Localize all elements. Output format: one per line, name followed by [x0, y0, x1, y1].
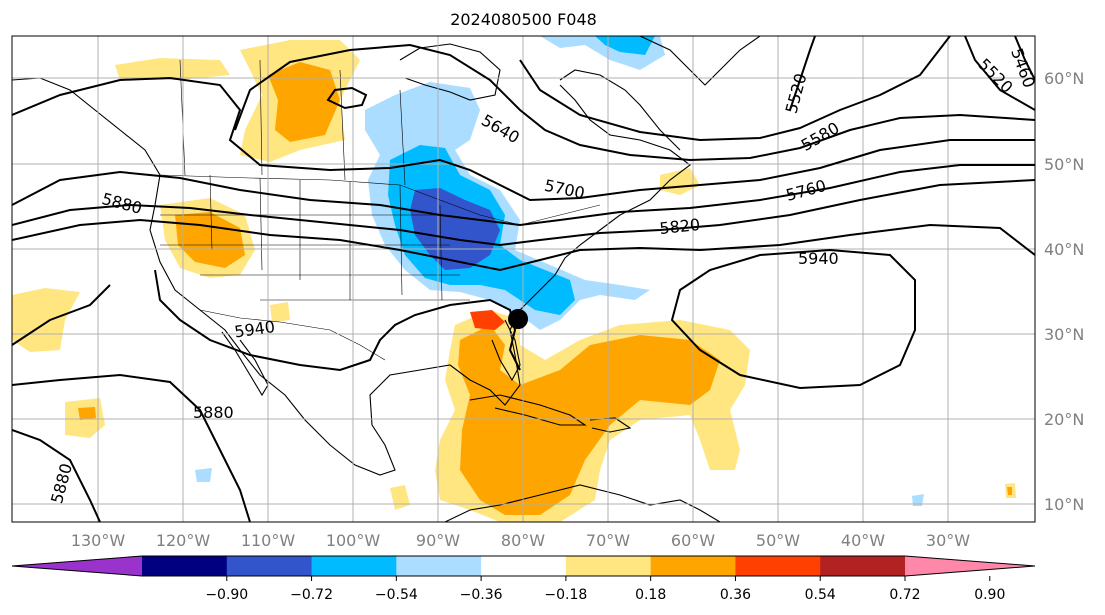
positive-anomaly-west-mid	[175, 212, 245, 268]
contour-5880-sw	[12, 429, 101, 522]
coastline-labrador	[559, 69, 681, 151]
colorbar-segment	[735, 556, 821, 576]
contour-5880-pac	[12, 284, 111, 346]
colorbar-tick-label: 0.54	[805, 587, 836, 603]
lon-label: 40°W	[841, 531, 885, 550]
positive-anomaly-alaska	[115, 58, 230, 80]
lon-label: 50°W	[756, 531, 800, 550]
colorbar-segment	[650, 556, 736, 576]
positive-anomaly-tropics-strong	[470, 310, 505, 330]
colorbar-segment	[820, 556, 906, 576]
positive-anomaly-small-pac-mid	[78, 407, 96, 420]
negative-anomaly-north-mid	[595, 36, 655, 55]
coastline-south-america	[444, 484, 721, 522]
negative-anomaly-small	[195, 468, 212, 482]
lon-label: 30°W	[926, 531, 970, 550]
colorbar-segment	[481, 556, 567, 576]
contour-5820	[12, 179, 1035, 247]
lon-label: 80°W	[501, 531, 545, 550]
positive-anomaly-small-ca	[270, 302, 290, 322]
lon-label: 120°W	[156, 531, 211, 550]
lat-label: 40°N	[1044, 240, 1084, 259]
colorbar-tick-label: −0.54	[375, 587, 418, 603]
positive-anomaly-pacific	[12, 288, 80, 352]
latitude-labels: 60°N 50°N 40°N 30°N 20°N 10°N	[1044, 69, 1084, 514]
contour-5940-e	[670, 248, 916, 390]
lat-label: 10°N	[1044, 495, 1084, 514]
lat-label: 30°N	[1044, 325, 1084, 344]
colorbar-outline	[11, 555, 1036, 577]
colorbar-segment	[396, 556, 482, 576]
colorbar-tick-label: −0.90	[205, 587, 248, 603]
lat-label: 20°N	[1044, 410, 1084, 429]
lat-label: 60°N	[1044, 69, 1084, 88]
border-us-mexico	[199, 309, 386, 361]
contour-5580	[519, 36, 951, 142]
positive-anomaly-nw-mid	[268, 62, 340, 142]
lon-label: 70°W	[586, 531, 630, 550]
colorbar-tick-label: 0.18	[635, 587, 666, 603]
contour-5520b	[789, 36, 816, 111]
colorbar-tick-label: −0.18	[544, 587, 587, 603]
map-frame	[11, 35, 1036, 523]
state-grid-2	[160, 214, 470, 301]
colorbar-segment	[226, 556, 313, 576]
lon-label: 130°W	[71, 531, 126, 550]
colorbar-tick-label: 0.72	[889, 587, 920, 603]
lon-label: 100°W	[326, 531, 381, 550]
negative-anomaly-small2	[912, 494, 924, 506]
anomaly-shading	[12, 36, 1016, 522]
coastlines	[12, 36, 761, 522]
colorbar-tick-label: 0.36	[720, 587, 751, 603]
contour-5640-loop	[234, 43, 1035, 162]
positive-anomaly-small-e2	[1007, 487, 1012, 495]
longitude-labels: 130°W 120°W 110°W 100°W 90°W 80°W 70°W 6…	[71, 531, 970, 550]
contour-5520	[964, 36, 1035, 111]
colorbar-extend-low	[12, 556, 142, 576]
colorbar: −0.90 −0.72 −0.54 −0.36 −0.18 0.18 0.36 0.54 0.7…	[11, 555, 1036, 603]
lon-label: 60°W	[671, 531, 715, 550]
contour-5460	[1014, 36, 1035, 81]
colorbar-tick-label: −0.72	[290, 587, 333, 603]
hurricane-marker	[508, 309, 528, 329]
contour-label: 5880	[193, 403, 234, 422]
contour-label: 5820	[659, 215, 701, 238]
lat-label: 50°N	[1044, 155, 1084, 174]
map-title: 2024080500 F048	[450, 10, 597, 29]
colorbar-segment	[142, 556, 228, 576]
coastline-cuba	[469, 394, 587, 426]
contour-5880	[12, 218, 1035, 272]
contour-5640-low	[326, 86, 368, 110]
lon-label: 90°W	[416, 531, 460, 550]
coastline-north-america	[12, 77, 691, 476]
coastline-greenland	[639, 36, 761, 86]
colorbar-segment	[311, 556, 397, 576]
colorbar-tick-label: 0.90	[974, 587, 1005, 603]
lon-label: 110°W	[241, 531, 296, 550]
contour-5700	[12, 76, 1035, 202]
colorbar-extend-high	[905, 556, 1035, 576]
contour-label: 5940	[798, 249, 839, 268]
border-us-canada	[159, 174, 601, 226]
contour-5760	[12, 164, 1035, 227]
colorbar-segment	[565, 556, 652, 576]
contour-5880-sw2	[12, 373, 251, 522]
graticule	[12, 36, 1035, 522]
colorbar-tick-label: −0.36	[460, 587, 503, 603]
height-contours	[12, 36, 1035, 522]
